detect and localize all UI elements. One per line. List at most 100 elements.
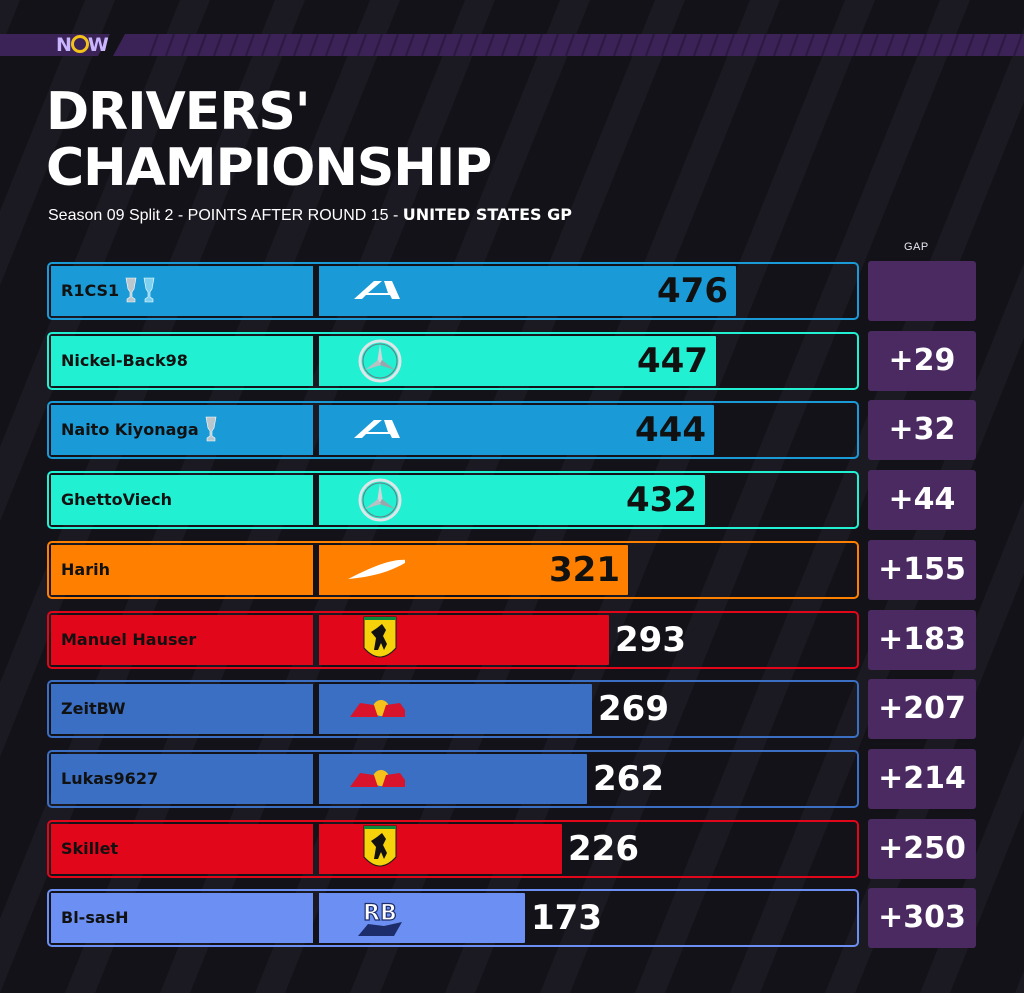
top-band-hatch — [501, 33, 511, 57]
alpine-icon — [354, 420, 400, 438]
driver-cell: Lukas9627 — [51, 754, 313, 804]
mercedes-icon — [358, 478, 402, 522]
driver-cell: GhettoViech — [51, 475, 313, 525]
driver-cell: Bl-sasH — [51, 893, 313, 943]
points-bar — [405, 336, 716, 386]
top-band-hatch — [789, 33, 799, 57]
row-frame — [47, 750, 859, 808]
points-bar — [405, 405, 714, 455]
top-band-hatch — [293, 33, 303, 57]
gap-value: +303 — [868, 888, 976, 948]
ferrari-icon — [363, 616, 397, 658]
svg-text:RB: RB — [363, 901, 397, 926]
points-value: 321 — [549, 550, 620, 590]
gap-value: +250 — [868, 819, 976, 879]
driver-name: Naito Kiyonaga — [61, 405, 217, 455]
top-band-hatch — [437, 33, 447, 57]
top-band-hatch — [917, 33, 927, 57]
top-band-hatch — [677, 33, 687, 57]
row-frame — [47, 401, 859, 459]
top-band-hatch — [341, 33, 351, 57]
bg-stripe — [0, 0, 210, 522]
bg-stripe — [0, 0, 115, 286]
trophy-icon — [125, 277, 137, 303]
points-value: 173 — [531, 898, 602, 938]
points-value: 432 — [626, 480, 697, 520]
gap-value: +44 — [868, 470, 976, 530]
title-line-2: CHAMPIONSHIP — [46, 138, 492, 198]
points-value: 226 — [568, 829, 639, 869]
top-band-hatch — [165, 33, 175, 57]
top-band-hatch — [485, 33, 495, 57]
top-band-hatch — [453, 33, 463, 57]
mercedes-icon — [358, 339, 402, 383]
top-band-hatch — [693, 33, 703, 57]
top-band-hatch — [309, 33, 319, 57]
points-value: 293 — [615, 620, 686, 660]
top-band-hatch — [357, 33, 367, 57]
top-band-hatch — [421, 33, 431, 57]
driver-cell: Nickel-Back98 — [51, 336, 313, 386]
top-band-hatch — [597, 33, 607, 57]
top-band-hatch — [229, 33, 239, 57]
table-row: GhettoViech 432 — [47, 471, 859, 529]
top-band-hatch — [517, 33, 527, 57]
title-line-1: DRIVERS' — [46, 82, 311, 142]
table-row: Naito Kiyonaga 444 — [47, 401, 859, 459]
driver-name: Lukas9627 — [61, 769, 159, 788]
redbull-icon — [350, 700, 410, 717]
points-bar — [405, 824, 562, 874]
top-band-hatch — [773, 33, 783, 57]
logo-ring-icon — [70, 35, 89, 53]
table-row: Skillet 226 — [47, 820, 859, 878]
trophy-icon — [205, 416, 216, 442]
top-band-hatch — [245, 33, 255, 57]
points-value: 476 — [657, 271, 728, 311]
driver-cell: Harih — [51, 545, 313, 595]
driver-cell: ZeitBW — [51, 684, 313, 734]
driver-name: GhettoViech — [61, 490, 172, 509]
driver-name: Manuel Hauser — [61, 630, 197, 649]
logo-letter-left: N — [56, 34, 72, 56]
top-band-hatch — [469, 33, 479, 57]
redbull-icon — [350, 770, 410, 787]
alpine-icon — [354, 281, 400, 299]
gap-value: +214 — [868, 749, 976, 809]
driver-name: Bl-sasH — [61, 908, 129, 927]
driver-cell: R1CS1 — [51, 266, 313, 316]
bg-stripe — [540, 0, 970, 993]
top-band-hatch — [613, 33, 623, 57]
top-band-hatch — [949, 33, 959, 57]
top-band-hatch — [997, 33, 1007, 57]
points-value: 444 — [635, 410, 706, 450]
driver-name: ZeitBW — [61, 699, 126, 718]
top-band-hatch — [661, 33, 671, 57]
points-bar — [405, 893, 525, 943]
bg-stripe — [1015, 970, 1024, 993]
driver-cell: Manuel Hauser — [51, 615, 313, 665]
page-title: DRIVERS' CHAMPIONSHIP — [46, 82, 492, 198]
points-bar — [405, 475, 705, 525]
row-frame — [47, 889, 859, 947]
table-row: R1CS1 476 — [47, 262, 859, 320]
top-band-hatch — [933, 33, 943, 57]
ferrari-icon — [363, 825, 397, 867]
top-band-hatch — [181, 33, 191, 57]
points-value: 447 — [637, 341, 708, 381]
top-band-hatch — [837, 33, 847, 57]
points-bar — [405, 545, 628, 595]
driver-cell: Skillet — [51, 824, 313, 874]
top-band-hatch — [869, 33, 879, 57]
top-band-hatch — [629, 33, 639, 57]
top-band-hatch — [277, 33, 287, 57]
top-band-hatch — [885, 33, 895, 57]
gap-value: +29 — [868, 331, 976, 391]
top-band-hatch — [709, 33, 719, 57]
top-band-hatch — [389, 33, 399, 57]
row-frame — [47, 541, 859, 599]
gap-value — [868, 261, 976, 321]
top-band-hatch — [901, 33, 911, 57]
mclaren-icon — [348, 559, 410, 579]
points-bar — [405, 266, 736, 316]
